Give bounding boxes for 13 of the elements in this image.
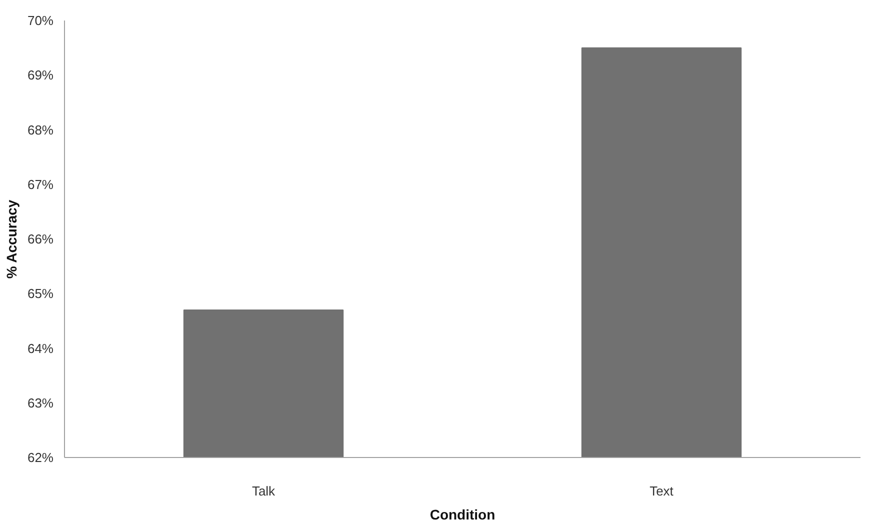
y-tick-label: 67% (27, 176, 54, 192)
y-tick-label: 63% (27, 395, 54, 410)
y-axis-title: % Accuracy (3, 200, 20, 279)
y-tick-label: 62% (27, 450, 54, 465)
y-tick-label: 70% (27, 13, 54, 28)
x-axis-title: Condition (430, 506, 496, 522)
y-tick-label: 64% (27, 340, 54, 356)
y-tick-label: 65% (27, 286, 54, 302)
x-tick-label: Text (650, 484, 674, 498)
y-tick-label: 66% (27, 232, 54, 246)
x-tick-label: Talk (252, 484, 276, 498)
y-tick-label: 69% (27, 68, 54, 83)
y-tick-label: 68% (27, 122, 54, 138)
